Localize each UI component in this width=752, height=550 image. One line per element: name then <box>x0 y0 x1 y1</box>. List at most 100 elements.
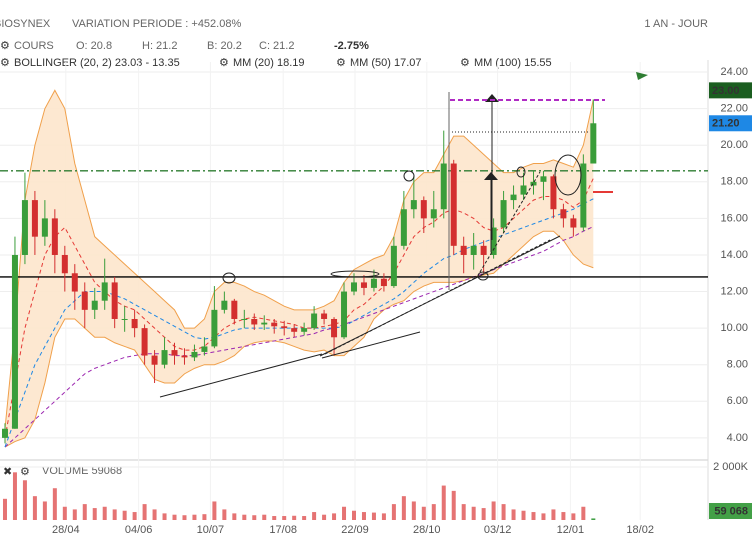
volume-bar <box>451 490 456 520</box>
volume-bar <box>332 513 337 520</box>
volume-bar <box>252 515 257 520</box>
volume-bar <box>162 513 167 520</box>
candle-body <box>420 200 427 219</box>
gear-icon[interactable]: ⚙ <box>0 40 10 52</box>
volume-bar <box>82 504 87 520</box>
volume-bar <box>441 485 446 520</box>
candle-body <box>560 209 567 219</box>
candle-body <box>520 185 527 195</box>
candle-body <box>171 350 178 356</box>
candle-body <box>121 318 128 320</box>
candle-body <box>380 278 387 287</box>
x-tick-label: 22/09 <box>341 524 369 536</box>
ellipse <box>222 272 236 284</box>
trend-line <box>324 239 551 355</box>
quote-close: C: 21.2 <box>259 40 294 52</box>
candle-body <box>550 176 557 210</box>
trend-line <box>479 171 541 273</box>
volume-bar <box>541 513 546 520</box>
gear-icon[interactable]: ⚙ <box>460 57 470 69</box>
volume-bar <box>561 512 566 520</box>
volume-bar <box>591 518 596 520</box>
legend-entry: MM (100) 15.55 <box>474 57 552 69</box>
volume-bar <box>302 516 307 520</box>
y-tick-label: 8.00 <box>727 359 748 371</box>
arrow-head <box>485 94 499 102</box>
candle-body <box>510 194 517 201</box>
volume-bar <box>172 514 177 520</box>
candle-body <box>151 355 158 365</box>
volume-bar <box>342 506 347 520</box>
candle-body <box>390 245 397 287</box>
gear-icon[interactable]: ⚙ <box>336 57 346 69</box>
candle-body <box>221 300 228 310</box>
y-tick-label: 14.00 <box>720 249 748 261</box>
candle-body <box>261 322 268 325</box>
ellipse <box>554 154 582 196</box>
bollinger-upper <box>4 89 594 429</box>
close-icon[interactable]: ✖ <box>3 466 12 478</box>
period[interactable]: 1 AN - JOUR <box>644 18 708 30</box>
volume-bar <box>62 506 67 520</box>
candle-body <box>470 245 477 255</box>
candle-body <box>271 322 278 327</box>
candle-body <box>141 328 148 356</box>
y-tick-label: 24.00 <box>720 66 748 78</box>
gear-icon[interactable]: ⚙ <box>20 466 30 478</box>
price-tag <box>709 115 752 132</box>
arrow-head <box>484 172 498 180</box>
y2-tick-label: 2 000K <box>713 461 749 473</box>
volume-bar <box>322 514 327 520</box>
x-tick-label: 28/04 <box>52 524 80 536</box>
trend-line <box>321 331 421 359</box>
gear-icon[interactable]: ⚙ <box>0 57 10 69</box>
legend-entry: MM (20) 18.19 <box>233 57 305 69</box>
candle-body <box>590 123 597 164</box>
candle-body <box>251 318 258 325</box>
candle-body <box>530 181 537 186</box>
volume-bar <box>481 508 486 520</box>
volume-bar <box>272 516 277 520</box>
candle-body <box>61 254 68 274</box>
volume-bar <box>42 501 47 520</box>
mm100-line <box>4 226 594 448</box>
candle-body <box>91 300 98 310</box>
candle-body <box>490 227 497 255</box>
volume-bar <box>361 512 366 520</box>
candle-body <box>321 313 328 319</box>
volume-bar <box>511 509 516 520</box>
gear-icon[interactable]: ⚙ <box>219 57 229 69</box>
volume-label: 59 068 <box>714 505 748 517</box>
candle-body <box>460 245 467 255</box>
volume-bar <box>122 510 127 520</box>
candle-body <box>301 328 308 332</box>
price-tag-label: 23.00 <box>712 85 740 97</box>
candle-body <box>331 318 338 338</box>
volume-bar <box>202 514 207 520</box>
volume-bar <box>431 504 436 520</box>
candle-body <box>111 282 118 319</box>
price-tag <box>709 82 752 99</box>
variation: VARIATION PERIODE : +452.08% <box>72 18 241 30</box>
annotations <box>159 72 648 398</box>
volume-bar <box>581 506 586 520</box>
candle-body <box>311 313 318 329</box>
quote-label: COURS <box>14 40 54 52</box>
volume-bar <box>391 504 396 520</box>
volume-bar <box>2 498 7 520</box>
x-tick-label: 17/08 <box>269 524 297 536</box>
candle-body <box>281 326 288 329</box>
y-tick-label: 22.00 <box>720 103 748 115</box>
candle-body <box>51 218 58 255</box>
ellipse <box>403 170 415 182</box>
volume-bar <box>182 515 187 520</box>
candle-body <box>351 282 357 292</box>
volume-bar <box>421 506 426 520</box>
candle-body <box>450 163 457 246</box>
candle-body <box>241 318 248 320</box>
candle-body <box>341 291 348 338</box>
volume-bar <box>22 480 27 520</box>
candle-body <box>71 273 78 292</box>
volume-tag <box>709 503 752 519</box>
candle-body <box>500 200 507 228</box>
